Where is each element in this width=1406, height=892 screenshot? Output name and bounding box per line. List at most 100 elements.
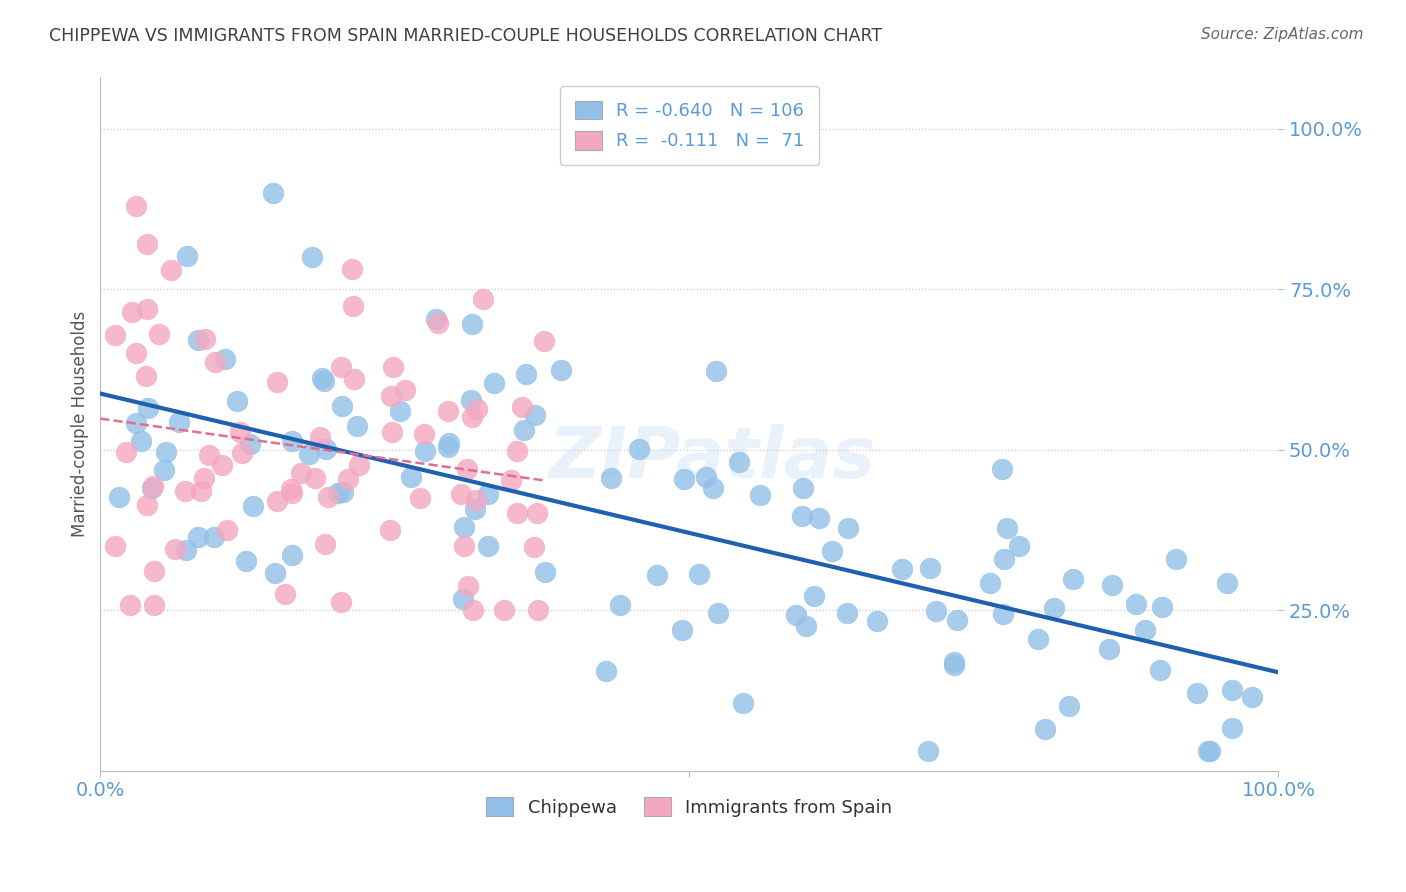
Point <box>627 442 650 456</box>
Point <box>506 443 529 458</box>
Point <box>523 540 546 554</box>
Point <box>167 415 190 429</box>
Point <box>273 587 295 601</box>
Point <box>263 566 285 581</box>
Point <box>792 508 814 523</box>
Point <box>340 261 363 276</box>
Point <box>1166 552 1188 566</box>
Point <box>104 539 127 553</box>
Point <box>510 400 533 414</box>
Point <box>918 560 941 574</box>
Point <box>217 524 239 538</box>
Point <box>415 444 437 458</box>
Point <box>671 623 693 637</box>
Point <box>821 543 844 558</box>
Point <box>533 334 555 349</box>
Point <box>225 393 247 408</box>
Point <box>461 317 484 331</box>
Point <box>457 579 479 593</box>
Point <box>482 376 505 390</box>
Point <box>501 473 523 487</box>
Point <box>1035 722 1057 736</box>
Point <box>242 499 264 513</box>
Point <box>609 598 631 612</box>
Point <box>214 352 236 367</box>
Point <box>346 419 368 434</box>
Point <box>436 404 458 418</box>
Point <box>807 511 830 525</box>
Point <box>1240 690 1263 705</box>
Point <box>328 485 350 500</box>
Point <box>408 491 430 505</box>
Point <box>1026 632 1049 646</box>
Point <box>1101 577 1123 591</box>
Point <box>202 530 225 544</box>
Point <box>315 442 337 457</box>
Point <box>942 657 965 672</box>
Point <box>382 360 405 375</box>
Point <box>1008 539 1031 553</box>
Point <box>727 455 749 469</box>
Point <box>477 487 499 501</box>
Point <box>513 423 536 437</box>
Point <box>979 575 1001 590</box>
Point <box>155 445 177 459</box>
Point <box>115 445 138 459</box>
Point <box>785 607 807 622</box>
Point <box>301 250 323 264</box>
Point <box>524 408 547 422</box>
Point <box>917 744 939 758</box>
Point <box>142 479 165 493</box>
Point <box>946 613 969 627</box>
Point <box>107 490 129 504</box>
Point <box>138 401 160 415</box>
Point <box>231 446 253 460</box>
Point <box>1097 641 1119 656</box>
Point <box>332 484 354 499</box>
Point <box>695 470 717 484</box>
Point <box>477 539 499 553</box>
Point <box>394 383 416 397</box>
Point <box>1216 575 1239 590</box>
Point <box>599 471 621 485</box>
Point <box>550 363 572 377</box>
Text: CHIPPEWA VS IMMIGRANTS FROM SPAIN MARRIED-COUPLE HOUSEHOLDS CORRELATION CHART: CHIPPEWA VS IMMIGRANTS FROM SPAIN MARRIE… <box>49 27 883 45</box>
Point <box>193 471 215 485</box>
Point <box>153 463 176 477</box>
Point <box>190 483 212 498</box>
Point <box>176 249 198 263</box>
Point <box>399 469 422 483</box>
Point <box>211 458 233 472</box>
Point <box>125 416 148 430</box>
Point <box>672 472 695 486</box>
Point <box>174 483 197 498</box>
Point <box>803 589 825 603</box>
Point <box>235 554 257 568</box>
Point <box>595 664 617 678</box>
Point <box>266 375 288 389</box>
Point <box>1220 721 1243 735</box>
Point <box>1198 744 1220 758</box>
Point <box>465 401 488 416</box>
Text: ZIPatlas: ZIPatlas <box>550 425 877 493</box>
Point <box>142 599 165 613</box>
Point <box>120 598 142 612</box>
Point <box>707 606 730 620</box>
Point <box>1220 682 1243 697</box>
Point <box>343 372 366 386</box>
Point <box>426 316 449 330</box>
Point <box>309 430 332 444</box>
Point <box>337 471 360 485</box>
Point <box>298 447 321 461</box>
Point <box>1062 572 1084 586</box>
Point <box>187 333 209 347</box>
Point <box>316 491 339 505</box>
Point <box>465 492 488 507</box>
Point <box>993 552 1015 566</box>
Point <box>425 311 447 326</box>
Point <box>943 655 966 669</box>
Point <box>135 369 157 384</box>
Point <box>280 482 302 496</box>
Point <box>1149 663 1171 677</box>
Point <box>688 567 710 582</box>
